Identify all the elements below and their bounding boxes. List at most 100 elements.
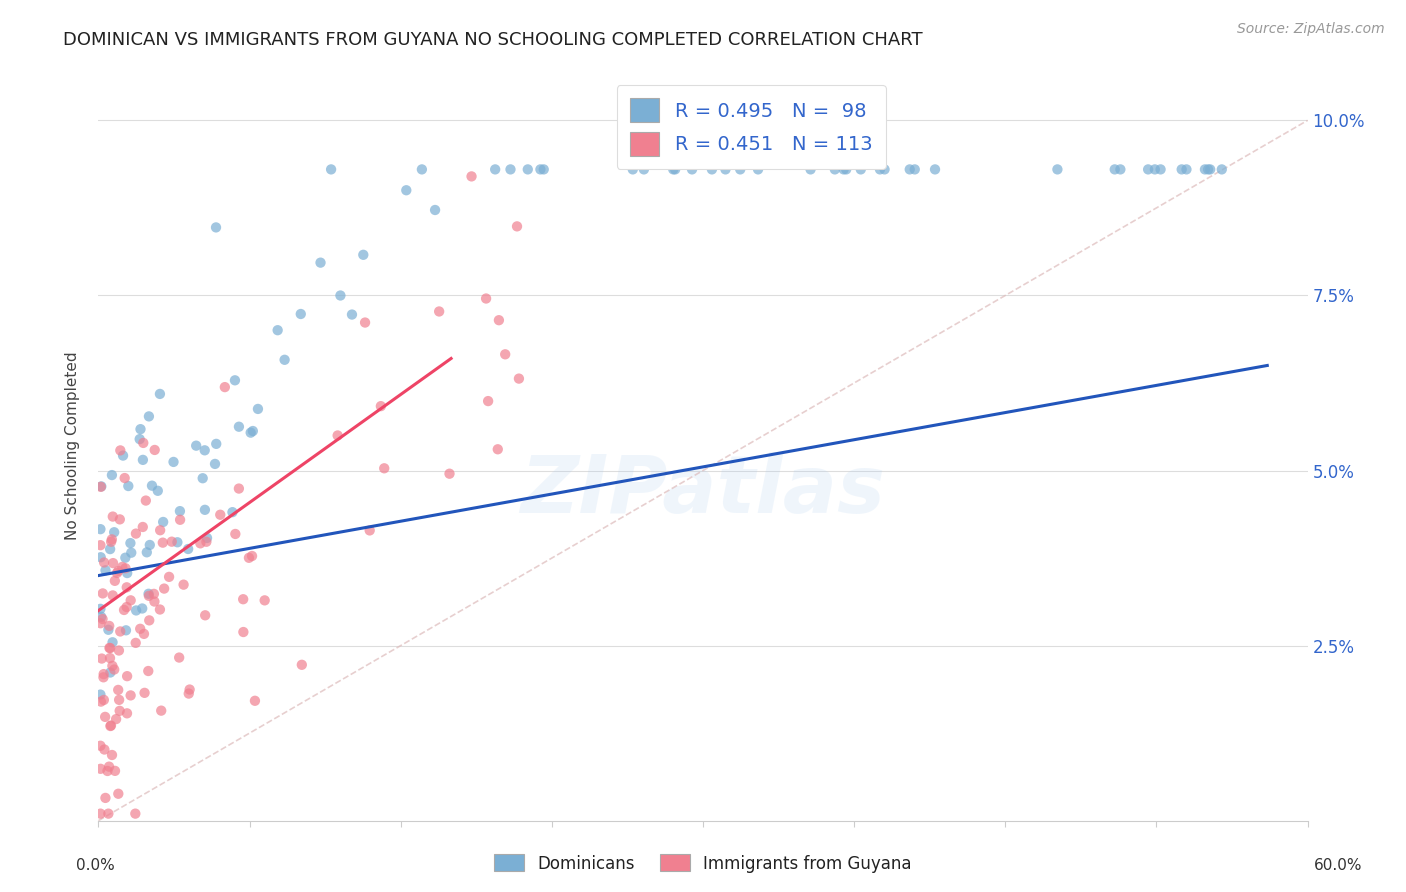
Point	[97, 806, 120, 821]
Point	[662, 162, 685, 177]
Point	[93, 556, 115, 570]
Point	[224, 527, 246, 541]
Point	[1149, 162, 1171, 177]
Point	[112, 449, 135, 463]
Point	[89, 688, 111, 702]
Point	[266, 323, 288, 337]
Point	[359, 524, 381, 538]
Point	[115, 580, 138, 594]
Point	[395, 183, 418, 197]
Point	[1109, 162, 1132, 177]
Point	[98, 641, 121, 656]
Point	[146, 483, 169, 498]
Point	[115, 599, 138, 614]
Point	[114, 471, 136, 485]
Point	[117, 479, 139, 493]
Point	[98, 542, 121, 557]
Point	[439, 467, 461, 481]
Point	[1170, 162, 1192, 177]
Point	[105, 566, 128, 580]
Point	[621, 162, 644, 177]
Point	[824, 162, 846, 177]
Text: Source: ZipAtlas.com: Source: ZipAtlas.com	[1237, 22, 1385, 37]
Point	[1143, 162, 1166, 177]
Point	[108, 643, 131, 657]
Point	[195, 531, 218, 545]
Point	[143, 594, 166, 608]
Point	[94, 791, 117, 805]
Point	[224, 373, 246, 387]
Point	[138, 613, 160, 627]
Point	[173, 577, 195, 591]
Point	[214, 380, 236, 394]
Point	[291, 657, 314, 672]
Point	[107, 787, 129, 801]
Point	[149, 602, 172, 616]
Point	[633, 162, 655, 177]
Point	[98, 665, 121, 680]
Point	[747, 162, 769, 177]
Point	[98, 759, 121, 773]
Point	[232, 625, 254, 640]
Point	[114, 561, 136, 575]
Text: 0.0%: 0.0%	[76, 858, 115, 873]
Point	[112, 603, 135, 617]
Point	[1199, 162, 1222, 177]
Point	[103, 525, 125, 540]
Point	[104, 574, 127, 588]
Point	[800, 162, 823, 177]
Point	[100, 719, 122, 733]
Text: 60.0%: 60.0%	[1315, 858, 1362, 873]
Point	[115, 706, 138, 721]
Point	[508, 371, 530, 385]
Point	[89, 538, 111, 552]
Point	[90, 609, 112, 624]
Point	[835, 162, 858, 177]
Point	[136, 664, 159, 678]
Point	[90, 651, 112, 665]
Point	[1211, 162, 1233, 177]
Point	[93, 693, 115, 707]
Point	[319, 162, 342, 177]
Point	[232, 592, 254, 607]
Point	[114, 550, 136, 565]
Point	[477, 394, 499, 409]
Point	[101, 658, 124, 673]
Point	[169, 513, 191, 527]
Point	[460, 169, 482, 184]
Point	[139, 538, 162, 552]
Point	[110, 624, 132, 639]
Point	[516, 162, 538, 177]
Text: ZIPatlas: ZIPatlas	[520, 452, 886, 530]
Point	[125, 526, 148, 541]
Point	[149, 387, 172, 401]
Point	[110, 443, 132, 458]
Point	[125, 603, 148, 617]
Point	[253, 593, 276, 607]
Point	[238, 550, 260, 565]
Point	[186, 439, 208, 453]
Point	[98, 619, 121, 633]
Point	[204, 457, 226, 471]
Point	[352, 248, 374, 262]
Point	[91, 586, 114, 600]
Point	[107, 564, 129, 578]
Point	[370, 399, 392, 413]
Point	[373, 461, 395, 475]
Point	[209, 508, 232, 522]
Point	[484, 162, 506, 177]
Point	[120, 593, 142, 607]
Point	[115, 669, 138, 683]
Point	[194, 503, 217, 517]
Point	[904, 162, 927, 177]
Point	[533, 162, 555, 177]
Point	[108, 693, 131, 707]
Point	[128, 432, 150, 446]
Y-axis label: No Schooling Completed: No Schooling Completed	[65, 351, 80, 541]
Point	[152, 535, 174, 549]
Point	[120, 689, 142, 703]
Point	[152, 515, 174, 529]
Point	[143, 442, 166, 457]
Point	[129, 422, 152, 436]
Point	[107, 682, 129, 697]
